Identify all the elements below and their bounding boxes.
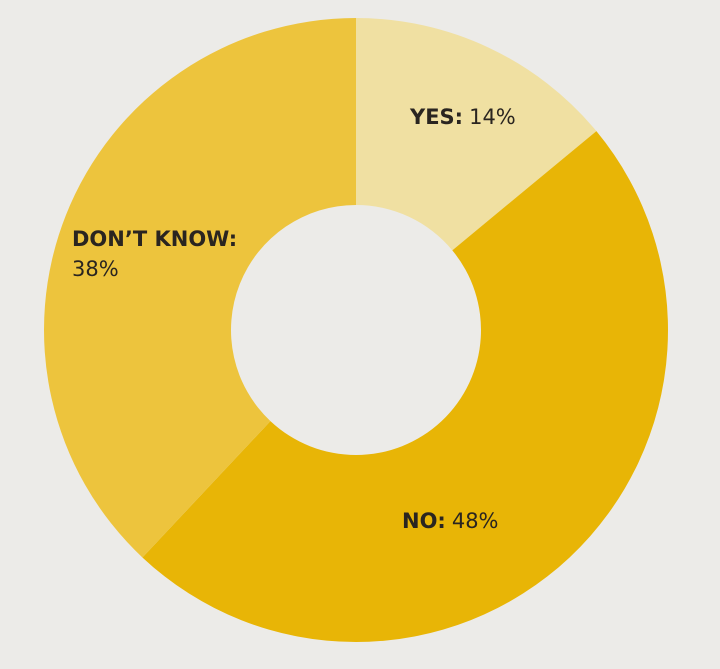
slice-label: YES: (409, 105, 463, 129)
value-label: 38% (72, 257, 119, 281)
slice-label: DON’T KNOW: (72, 227, 237, 251)
label-group: NO: 48% (402, 509, 499, 533)
label-group: YES: 14% (409, 105, 516, 129)
donut-slice (43, 18, 356, 558)
slice-label: NO: (402, 509, 446, 533)
value-label: 14% (469, 105, 516, 129)
donut-slice (356, 18, 597, 251)
donut-slice (142, 131, 669, 643)
value-label: 48% (452, 509, 499, 533)
